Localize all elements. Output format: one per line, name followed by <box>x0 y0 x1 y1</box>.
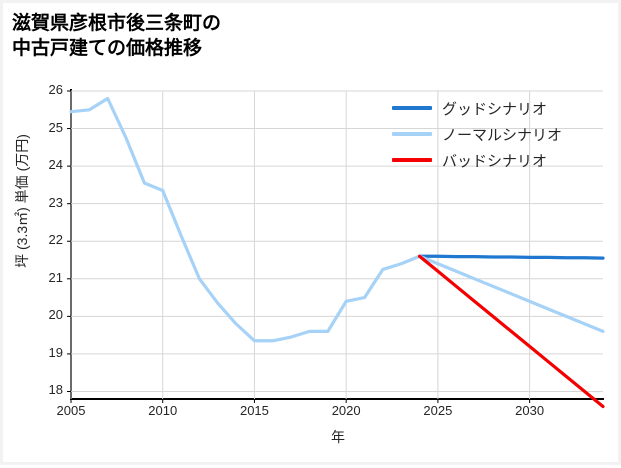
legend-item[interactable]: グッドシナリオ <box>392 95 562 121</box>
x-tick-label: 2005 <box>56 403 86 418</box>
x-tick-label: 2020 <box>331 403 361 418</box>
y-tick-label: 25 <box>48 119 63 135</box>
y-tick-label: 19 <box>48 344 63 360</box>
plot-background <box>71 91 603 399</box>
legend-label: バッドシナリオ <box>442 152 548 170</box>
plot-area <box>71 91 603 399</box>
y-tick-label: 21 <box>48 269 63 285</box>
legend-color-swatch <box>392 106 432 110</box>
legend-color-swatch <box>392 132 432 136</box>
y-tick-label: 26 <box>48 82 63 97</box>
series-line <box>417 254 605 409</box>
x-axis-title: 年 <box>331 429 345 445</box>
x-tick-label: 2015 <box>239 403 269 418</box>
tick-marks <box>67 90 531 403</box>
legend-color-swatch <box>392 158 432 162</box>
series-line <box>69 96 422 343</box>
y-tick-label: 20 <box>48 307 63 323</box>
chart-svg <box>67 90 605 409</box>
legend-item[interactable]: ノーマルシナリオ <box>392 121 562 147</box>
series-line <box>417 254 605 260</box>
y-tick-label: 24 <box>48 157 63 173</box>
data-lines <box>69 96 605 409</box>
legend-label: ノーマルシナリオ <box>442 126 563 144</box>
series-line <box>417 254 605 333</box>
chart-title: 滋賀県彦根市後三条町の 中古戸建ての価格推移 <box>12 13 222 60</box>
x-axis-line <box>70 398 604 400</box>
y-tick-label: 22 <box>48 232 63 248</box>
x-tick-label: 2025 <box>423 403 453 418</box>
legend-label: グッドシナリオ <box>442 100 548 118</box>
x-tick-label: 2030 <box>515 403 545 418</box>
legend-item[interactable]: バッドシナリオ <box>392 147 562 173</box>
y-tick-label: 18 <box>48 382 63 398</box>
x-tick-label: 2010 <box>148 403 178 418</box>
y-axis-title: 坪 (3.3㎡) 単価 (万円) <box>14 134 30 268</box>
chart-legend: グッドシナリオ ノーマルシナリオ バッドシナリオ <box>392 95 562 173</box>
y-tick-label: 23 <box>48 194 63 210</box>
